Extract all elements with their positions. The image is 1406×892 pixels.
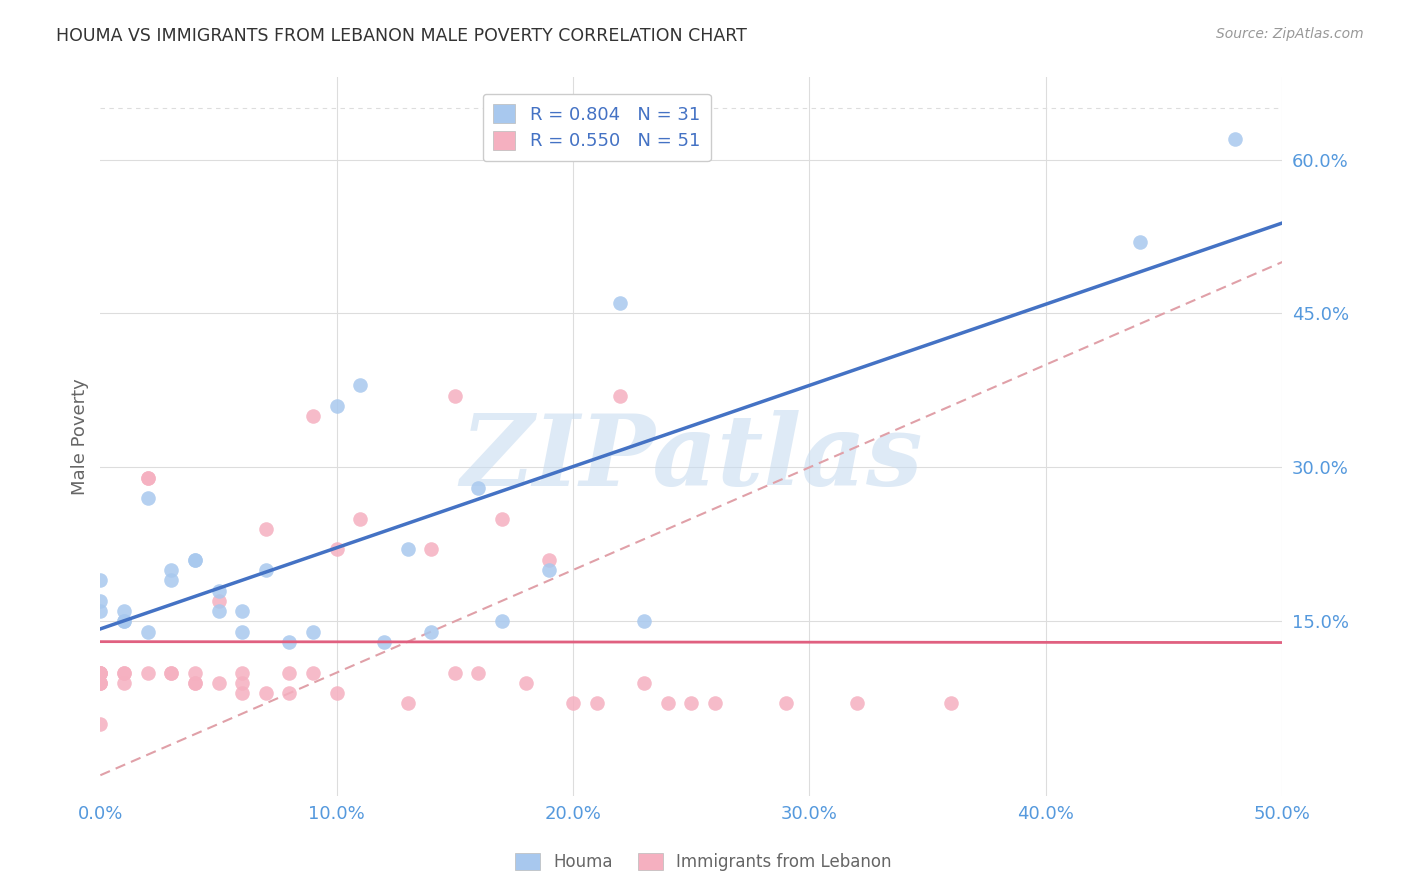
Point [89, 717, 111, 731]
Point [89, 665, 111, 680]
Point [89, 604, 111, 618]
Point [254, 563, 277, 577]
Point [278, 635, 301, 649]
Point [89, 676, 111, 690]
Point [278, 665, 301, 680]
Point [373, 635, 395, 649]
Point [1129, 235, 1152, 249]
Point [231, 676, 253, 690]
Point [112, 615, 135, 629]
Point [349, 511, 371, 525]
Point [585, 697, 607, 711]
Point [278, 686, 301, 700]
Point [302, 624, 325, 639]
Point [538, 553, 561, 567]
Y-axis label: Male Poverty: Male Poverty [72, 378, 89, 495]
Point [112, 676, 135, 690]
Point [515, 676, 537, 690]
Point [136, 665, 159, 680]
Point [633, 615, 655, 629]
Point [207, 594, 229, 608]
Point [396, 542, 419, 557]
Point [703, 697, 725, 711]
Point [491, 511, 513, 525]
Point [184, 665, 207, 680]
Point [231, 665, 253, 680]
Point [349, 378, 371, 392]
Point [609, 388, 631, 402]
Point [136, 491, 159, 505]
Point [184, 676, 207, 690]
Point [160, 574, 183, 588]
Point [562, 697, 585, 711]
Point [136, 470, 159, 484]
Text: Source: ZipAtlas.com: Source: ZipAtlas.com [1216, 27, 1364, 41]
Point [657, 697, 679, 711]
Point [396, 697, 419, 711]
Point [184, 553, 207, 567]
Point [207, 676, 229, 690]
Point [231, 624, 253, 639]
Point [89, 665, 111, 680]
Point [231, 604, 253, 618]
Point [325, 542, 347, 557]
Point [89, 665, 111, 680]
Point [538, 563, 561, 577]
Point [302, 409, 325, 423]
Point [609, 296, 631, 310]
Point [112, 665, 135, 680]
Legend: Houma, Immigrants from Lebanon: Houma, Immigrants from Lebanon [506, 845, 900, 880]
Point [207, 583, 229, 598]
Point [939, 697, 962, 711]
Point [112, 604, 135, 618]
Point [89, 594, 111, 608]
Text: ZIPatlas: ZIPatlas [460, 410, 922, 507]
Point [136, 470, 159, 484]
Point [89, 574, 111, 588]
Point [112, 615, 135, 629]
Text: HOUMA VS IMMIGRANTS FROM LEBANON MALE POVERTY CORRELATION CHART: HOUMA VS IMMIGRANTS FROM LEBANON MALE PO… [56, 27, 747, 45]
Point [491, 615, 513, 629]
Point [443, 388, 465, 402]
Point [325, 399, 347, 413]
Point [89, 676, 111, 690]
Point [443, 665, 465, 680]
Point [160, 665, 183, 680]
Point [89, 665, 111, 680]
Point [112, 665, 135, 680]
Point [302, 665, 325, 680]
Point [184, 553, 207, 567]
Point [420, 542, 443, 557]
Point [681, 697, 703, 711]
Point [207, 604, 229, 618]
Point [633, 676, 655, 690]
Point [1223, 132, 1246, 146]
Point [467, 665, 489, 680]
Point [160, 665, 183, 680]
Point [136, 624, 159, 639]
Point [420, 624, 443, 639]
Point [160, 563, 183, 577]
Point [231, 686, 253, 700]
Point [254, 522, 277, 536]
Legend: R = 0.804   N = 31, R = 0.550   N = 51: R = 0.804 N = 31, R = 0.550 N = 51 [482, 94, 710, 161]
Point [325, 686, 347, 700]
Point [254, 686, 277, 700]
Point [467, 481, 489, 495]
Point [89, 676, 111, 690]
Point [775, 697, 797, 711]
Point [184, 676, 207, 690]
Point [845, 697, 868, 711]
